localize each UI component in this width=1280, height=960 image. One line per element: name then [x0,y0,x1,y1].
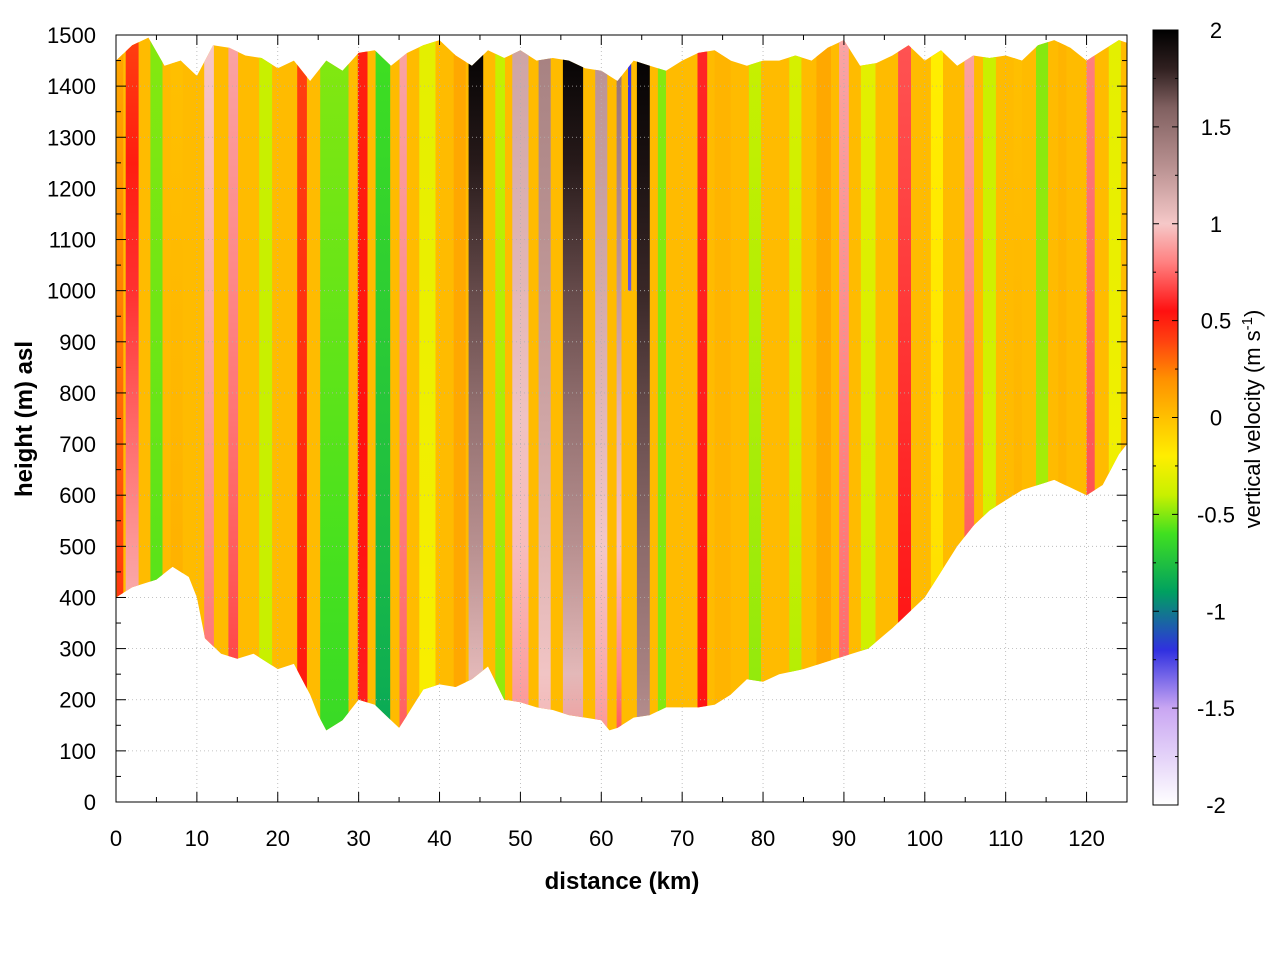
velocity-band [964,37,975,731]
x-tick-label: 30 [346,826,370,851]
velocity-band [839,37,849,731]
x-tick-label: 70 [670,826,694,851]
velocity-field [116,37,1127,731]
velocity-band [538,37,551,731]
velocity-band [259,37,273,731]
x-tick-label: 100 [906,826,943,851]
velocity-band [512,37,529,731]
velocity-band [150,37,163,731]
colorbar-title: vertical velocity (m s-1) [1239,310,1266,529]
y-tick-label: 500 [59,534,96,559]
velocity-bands [116,37,1121,731]
velocity-band [495,37,505,731]
y-tick-label: 100 [59,739,96,764]
y-tick-label: 1300 [47,125,96,150]
velocity-band [616,37,622,731]
colorbar-tick-label: -1 [1206,599,1226,624]
colorbar-tick-label: 2 [1210,18,1222,43]
velocity-band [1086,37,1095,731]
y-tick-label: 1400 [47,74,96,99]
velocity-band [595,37,608,731]
velocity-band [714,37,731,731]
x-tick-label: 0 [110,826,122,851]
grid-lines [116,35,1127,802]
x-tick-label: 40 [427,826,451,851]
y-tick-label: 700 [59,432,96,457]
colorbar-tick-label: -2 [1206,793,1226,818]
y-tick-label: 900 [59,330,96,355]
velocity-band [320,37,349,731]
colorbar-tick-label: 1 [1210,212,1222,237]
x-tick-label: 90 [832,826,856,851]
velocity-band [860,37,876,731]
y-tick-label: 1500 [47,23,96,48]
colorbar-tick-label: -0.5 [1197,502,1235,527]
x-tick-label: 10 [185,826,209,851]
velocity-band [657,37,666,731]
colorbar-title-end: ) [1240,310,1265,317]
velocity-band [697,37,708,731]
y-axis-ticks: 0 100 200 300 400 500 600 700 800 900 1000 1100 1200… [47,23,1127,815]
velocity-band [789,37,802,731]
velocity-band [1058,37,1067,731]
colorbar-tick-label: 0 [1210,406,1222,431]
x-axis-ticks: 0 10 20 30 40 50 60 70 80 90 100 110 120 [110,35,1105,851]
velocity-band [125,37,139,731]
velocity-band [1013,37,1022,731]
velocity-band [399,37,407,731]
y-tick-label: 0 [84,790,96,815]
velocity-band [297,37,307,731]
y-tick-label: 400 [59,585,96,610]
colorbar-tick-label: 1.5 [1201,115,1232,140]
colorbar-tick-label: 0.5 [1201,309,1232,334]
plot-area: 0 10 20 30 40 50 60 70 80 90 100 110 120 0 100 200 300 4… [47,23,1128,851]
colorbar-title-superscript: -1 [1239,317,1256,330]
y-tick-label: 600 [59,483,96,508]
x-tick-label: 120 [1068,826,1105,851]
velocity-band [468,37,484,731]
y-tick-label: 800 [59,381,96,406]
y-tick-label: 1000 [47,279,96,304]
velocity-band [748,37,761,731]
velocity-band [636,37,650,731]
velocity-band [228,37,239,731]
x-tick-label: 60 [589,826,613,851]
x-tick-label: 20 [266,826,290,851]
velocity-band [357,37,368,731]
velocity-band [930,37,943,731]
velocity-band [562,37,584,731]
x-tick-label: 110 [988,826,1023,851]
velocity-band [816,37,831,731]
x-tick-label: 80 [751,826,775,851]
y-tick-label: 1200 [47,176,96,201]
y-tick-label: 1100 [49,228,96,253]
x-axis-title: distance (km) [545,868,700,895]
velocity-band [453,37,466,731]
velocity-band [375,37,391,731]
colorbar: -2 -1.5 -1 -0.5 0 0.5 1 1.5 2 vertical velocity … [1152,18,1266,818]
colorbar-ticks: -2 -1.5 -1 -0.5 0 0.5 1 1.5 2 [1153,18,1235,818]
y-axis-title: height (m) asl [11,341,38,497]
y-tick-label: 300 [59,637,96,662]
colorbar-title-main: vertical velocity (m s [1240,330,1265,528]
colorbar-tick-label: -1.5 [1197,696,1235,721]
velocity-band [419,37,436,731]
x-tick-label: 50 [508,826,532,851]
velocity-band [170,37,183,731]
velocity-band [204,37,214,731]
velocity-band [898,37,911,731]
y-tick-label: 200 [59,688,96,713]
velocity-band [116,37,124,731]
velocity-band [628,37,632,291]
